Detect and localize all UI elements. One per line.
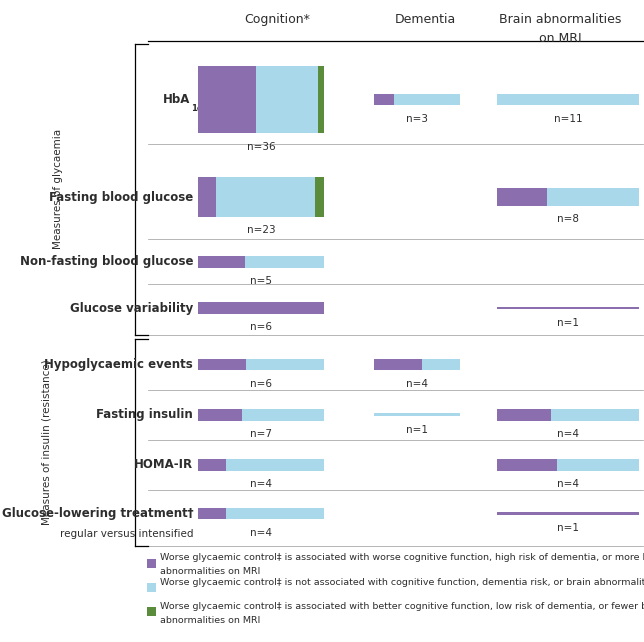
Bar — [497, 188, 547, 206]
Text: Glucose variability: Glucose variability — [70, 302, 193, 315]
Bar — [374, 413, 460, 417]
Text: n=36: n=36 — [247, 142, 276, 152]
Bar — [245, 256, 324, 268]
Text: abnormalities on MRI: abnormalities on MRI — [160, 568, 260, 577]
Text: n=23: n=23 — [247, 225, 276, 236]
Bar — [226, 508, 324, 519]
Text: Worse glycaemic control‡ is not associated with cognitive function, dementia ris: Worse glycaemic control‡ is not associat… — [160, 578, 644, 587]
Bar — [497, 94, 639, 105]
Bar — [556, 459, 639, 471]
Text: n=1: n=1 — [406, 425, 428, 435]
Bar — [147, 559, 156, 568]
Bar — [242, 409, 324, 421]
Bar — [198, 459, 226, 471]
Bar — [198, 508, 226, 519]
Text: Glucose-lowering treatment†: Glucose-lowering treatment† — [1, 507, 193, 520]
Bar — [246, 359, 324, 370]
Bar — [422, 359, 460, 370]
Text: Measures of glycaemia: Measures of glycaemia — [53, 129, 63, 250]
Text: Measures of insulin (resistance): Measures of insulin (resistance) — [41, 360, 52, 525]
Bar — [147, 583, 156, 592]
Text: Worse glycaemic control‡ is associated with worse cognitive function, high risk : Worse glycaemic control‡ is associated w… — [160, 553, 644, 562]
Bar — [497, 459, 556, 471]
Text: n=6: n=6 — [250, 379, 272, 389]
Text: Hypoglycaemic events: Hypoglycaemic events — [44, 358, 193, 371]
Bar — [198, 256, 245, 268]
Text: Cognition*: Cognition* — [244, 13, 310, 26]
Text: n=1: n=1 — [557, 523, 579, 534]
Bar — [497, 409, 551, 421]
Text: Worse glycaemic control‡ is associated with better cognitive function, low risk : Worse glycaemic control‡ is associated w… — [160, 602, 644, 611]
Bar — [394, 94, 460, 105]
Bar — [198, 302, 324, 314]
Text: Brain abnormalities: Brain abnormalities — [499, 13, 621, 26]
Text: n=4: n=4 — [557, 429, 579, 439]
Text: regular versus intensified: regular versus intensified — [60, 529, 193, 539]
Text: n=6: n=6 — [250, 322, 272, 333]
Bar — [256, 66, 317, 134]
Text: HOMA-IR: HOMA-IR — [134, 458, 193, 471]
Text: HbA: HbA — [162, 93, 190, 106]
Text: n=4: n=4 — [250, 479, 272, 489]
Bar — [547, 188, 639, 206]
Bar — [198, 359, 246, 370]
Bar — [497, 512, 639, 515]
Text: Fasting insulin: Fasting insulin — [97, 408, 193, 421]
Text: n=4: n=4 — [406, 379, 428, 389]
Text: Fasting blood glucose: Fasting blood glucose — [49, 191, 193, 204]
Text: n=11: n=11 — [554, 114, 582, 124]
Bar — [315, 177, 324, 217]
Bar — [374, 359, 422, 370]
Bar — [216, 177, 315, 217]
Text: n=7: n=7 — [250, 429, 272, 439]
Text: abnormalities on MRI: abnormalities on MRI — [160, 616, 260, 625]
Text: n=4: n=4 — [557, 479, 579, 489]
Text: on MRI: on MRI — [539, 32, 582, 45]
Bar — [226, 459, 324, 471]
Text: Non-fasting blood glucose: Non-fasting blood glucose — [20, 256, 193, 268]
Text: n=1: n=1 — [557, 318, 579, 328]
Bar — [198, 177, 216, 217]
Bar — [551, 409, 639, 421]
Text: n=8: n=8 — [557, 214, 579, 225]
Bar — [147, 607, 156, 616]
Bar — [497, 307, 639, 309]
Text: Dementia: Dementia — [394, 13, 456, 26]
Text: n=3: n=3 — [406, 114, 428, 124]
Text: n=5: n=5 — [250, 276, 272, 286]
Text: 1c: 1c — [191, 104, 202, 113]
Bar — [374, 94, 394, 105]
Text: n=4: n=4 — [250, 528, 272, 538]
Bar — [198, 66, 256, 134]
Bar — [317, 66, 324, 134]
Bar — [198, 409, 242, 421]
